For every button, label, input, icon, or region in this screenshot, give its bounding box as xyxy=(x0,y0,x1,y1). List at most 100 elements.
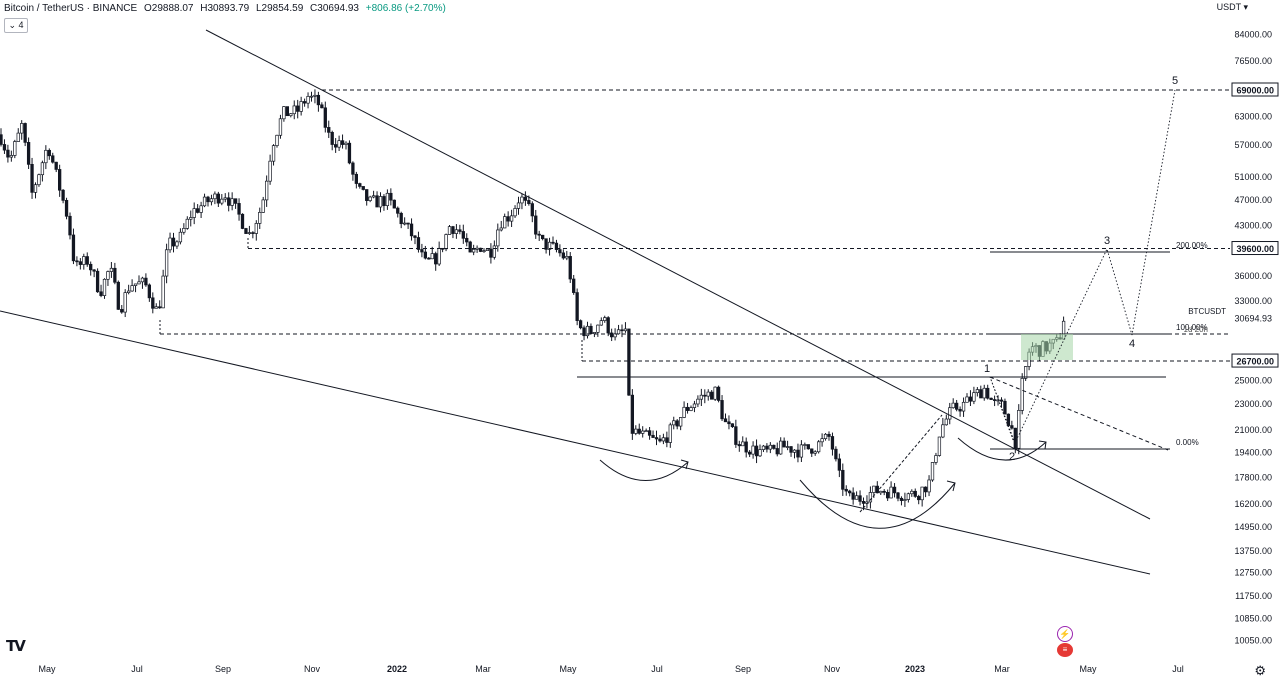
candle-body xyxy=(623,328,628,332)
candle-body xyxy=(692,403,697,408)
candle xyxy=(758,444,762,458)
candle-body xyxy=(451,226,455,234)
candle xyxy=(368,195,372,203)
candle-body xyxy=(754,445,759,457)
currency-selector[interactable]: USDT ▾ xyxy=(1216,2,1248,12)
candle-body xyxy=(192,208,196,218)
candle xyxy=(958,406,962,417)
candle xyxy=(168,232,172,253)
fib-label-100: 100.00% xyxy=(1176,323,1208,332)
candle-body xyxy=(961,401,966,412)
candle xyxy=(499,220,503,232)
candle-body xyxy=(33,184,38,193)
candle xyxy=(178,228,183,245)
candle-body xyxy=(202,196,207,207)
candle xyxy=(351,161,355,181)
candle-body xyxy=(447,226,452,235)
candle xyxy=(461,224,465,244)
price-tick: 47000.00 xyxy=(1234,195,1272,205)
candle xyxy=(489,243,493,264)
candle-body xyxy=(340,140,345,145)
candle xyxy=(472,244,476,256)
candle xyxy=(903,492,907,507)
candle xyxy=(920,486,924,507)
candle-body xyxy=(1003,400,1007,415)
us-flag-event-icon[interactable]: ≡ xyxy=(1057,643,1073,657)
price-tick: 11750.00 xyxy=(1235,591,1272,601)
candle-body xyxy=(875,485,879,494)
candle xyxy=(289,113,293,118)
candle-body xyxy=(503,216,507,229)
candle-body xyxy=(848,490,852,494)
price-tick: 12750.00 xyxy=(1234,568,1272,578)
candle xyxy=(292,100,296,120)
candle-body xyxy=(275,134,279,146)
candle-body xyxy=(472,249,476,253)
candle xyxy=(337,135,341,152)
tradingview-logo-icon[interactable]: TV xyxy=(6,637,26,655)
candle-body xyxy=(609,332,614,338)
candle-body xyxy=(658,438,662,442)
candle-body xyxy=(682,406,686,418)
candle-body xyxy=(16,132,20,142)
candle xyxy=(51,152,55,164)
candle-body xyxy=(440,247,445,250)
indicator-toggle-button[interactable]: ⌄ 4 xyxy=(4,18,28,33)
candle-body xyxy=(906,493,910,500)
candle xyxy=(703,389,707,404)
candle xyxy=(647,427,652,440)
time-tick: May xyxy=(559,664,577,674)
candle xyxy=(89,261,93,276)
candle xyxy=(927,475,931,497)
candle xyxy=(948,402,952,425)
wave-label: 4 xyxy=(1129,338,1135,350)
candle xyxy=(644,428,648,433)
candle xyxy=(665,431,669,448)
candle-body xyxy=(30,164,34,193)
candle xyxy=(47,148,51,160)
candle xyxy=(616,324,621,335)
candle xyxy=(923,486,928,498)
candle-body xyxy=(368,196,372,201)
candle xyxy=(799,440,804,463)
candle xyxy=(934,452,938,465)
candle xyxy=(661,433,666,445)
candle-body xyxy=(647,430,652,436)
candle-body xyxy=(672,420,676,426)
candle xyxy=(751,441,755,459)
candle-body xyxy=(302,101,307,104)
gear-icon[interactable]: ⚙ xyxy=(1254,663,1266,678)
candle-body xyxy=(40,162,45,176)
candle-body xyxy=(485,248,490,251)
wave-label: 2 xyxy=(1009,451,1015,463)
candle xyxy=(710,390,714,400)
lightning-event-icon[interactable]: ⚡ xyxy=(1057,626,1073,642)
candle-body xyxy=(516,202,521,209)
candle xyxy=(54,161,58,173)
candle-body xyxy=(920,486,924,501)
candle-body xyxy=(703,394,707,397)
candle xyxy=(0,128,3,147)
candle xyxy=(899,496,904,506)
candle-body xyxy=(51,155,55,163)
candle xyxy=(520,193,524,210)
candle xyxy=(316,91,321,112)
candle xyxy=(213,191,217,205)
candle-body xyxy=(841,469,845,490)
candle xyxy=(772,444,776,450)
candle-body xyxy=(879,490,883,494)
candle xyxy=(216,191,221,208)
candle xyxy=(454,224,459,239)
candle xyxy=(547,237,552,256)
candle xyxy=(620,324,624,338)
candle xyxy=(568,252,572,283)
candle xyxy=(78,258,83,270)
candle xyxy=(347,140,352,165)
candle xyxy=(309,91,314,102)
symbol-title[interactable]: Bitcoin / TetherUS · BINANCE xyxy=(4,3,138,14)
candle xyxy=(865,495,869,509)
candle xyxy=(913,488,917,498)
candle xyxy=(565,250,569,261)
candle xyxy=(82,253,86,270)
